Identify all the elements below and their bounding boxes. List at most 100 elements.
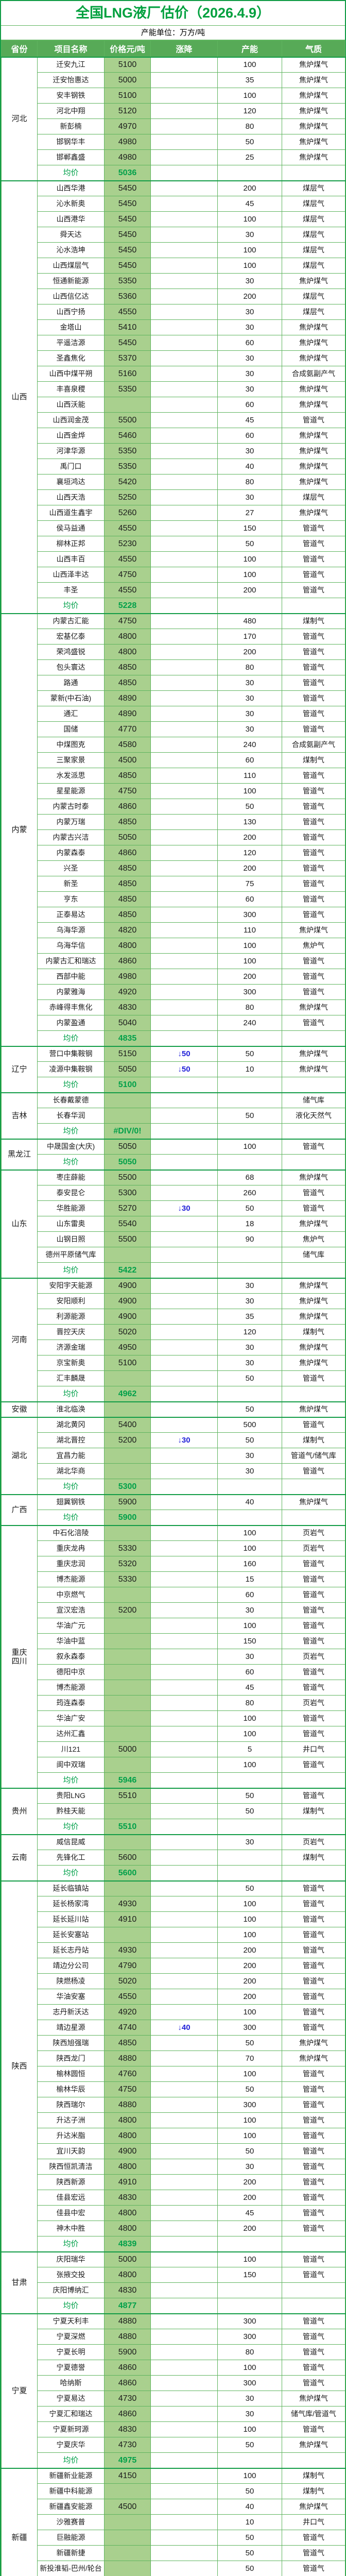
project-name-cell: 山东雷奥 [37, 1216, 105, 1232]
gas-source-cell: 煤制气 [282, 2483, 345, 2499]
gas-source-cell: 合成氨副产气 [282, 366, 345, 382]
project-name-cell: 新疆新业能源 [37, 2467, 105, 2484]
price-cell: 4900 [104, 1293, 151, 1309]
capacity-cell: 30 [217, 1448, 282, 1464]
gas-source-cell: 焦炉煤气 [282, 1355, 345, 1371]
price-cell: 4980 [104, 969, 151, 985]
capacity-cell: 30 [217, 1649, 282, 1665]
project-name-cell: 淮北临涣 [37, 1401, 105, 1417]
price-cell [104, 1108, 151, 1124]
table-row: 襄垣鸿达 5420 80 焦炉煤气 [2, 474, 345, 490]
price-cell: 5900 [104, 1510, 151, 1526]
price-cell: 5000 [104, 2251, 151, 2267]
table-row: 路通 4850 30 管道气 [2, 675, 345, 691]
gas-source-cell: 煤制气 [282, 2467, 345, 2484]
table-row: 延长安塞站 100 管道气 [2, 1927, 345, 1943]
project-name-cell: 德州平原储气库 [37, 1247, 105, 1263]
capacity-cell: 30 [217, 2159, 282, 2175]
change-cell [150, 1896, 218, 1912]
gas-source-cell: 管道气 [282, 1927, 345, 1943]
table-row: 星星能源 4750 100 管道气 [2, 783, 345, 799]
province-cell: 黑龙江 [1, 1138, 38, 1170]
change-cell [150, 134, 218, 150]
gas-source-cell [282, 2236, 345, 2252]
change-cell [150, 350, 218, 366]
change-cell [150, 443, 218, 459]
gas-source-cell: 管道气 [282, 1602, 345, 1618]
capacity-cell: 30 [217, 1293, 282, 1309]
capacity-cell: 80 [217, 2344, 282, 2360]
change-cell [150, 814, 218, 830]
lng-price-table: 省份 项目名称 价格元/吨 涨降 产能 气质 河北 迁安九江 5100 100 焦炉煤气 迁安怡惠达… [1, 40, 345, 2576]
project-name-cell: 迁安怡惠达 [37, 72, 105, 88]
capacity-cell: 30 [217, 690, 282, 706]
gas-source-cell: 管道气 [282, 1463, 345, 1479]
column-header-2: 价格元/吨 [104, 40, 151, 58]
table-row: 宣汉宏浩 5200 30 管道气 [2, 1602, 345, 1618]
capacity-cell: 80 [217, 118, 282, 134]
project-name-cell: 山西港华 [37, 211, 105, 227]
gas-source-cell: 储气库/管道气 [282, 2406, 345, 2422]
change-cell [150, 1448, 218, 1464]
capacity-cell: 120 [217, 845, 282, 861]
price-cell: 5100 [104, 1355, 151, 1371]
price-cell: 4500 [104, 752, 151, 768]
project-name-cell: 圣鑫焦化 [37, 350, 105, 366]
province-cell: 吉林 [1, 1092, 38, 1139]
table-row: 禹门口 5350 40 焦炉煤气 [2, 459, 345, 474]
table-row: 陕燃杨凌 5020 200 管道气 [2, 1973, 345, 1989]
column-header-0: 省份 [1, 40, 38, 58]
change-cell [150, 2391, 218, 2406]
change-cell [150, 876, 218, 892]
change-cell [150, 2329, 218, 2345]
change-cell [150, 1463, 218, 1479]
capacity-cell: 50 [217, 799, 282, 815]
gas-source-cell: 管道气 [282, 2205, 345, 2221]
table-row: 山西沃能 60 焦炉煤气 [2, 397, 345, 413]
table-row: 包头寰达 4850 80 管道气 [2, 659, 345, 675]
price-cell: 4920 [104, 984, 151, 1000]
price-cell: 4830 [104, 2421, 151, 2437]
province-cell: 贵州 [1, 1787, 38, 1835]
avg-row: 均价 5036 [2, 165, 345, 181]
project-name-cell: 达州汇鑫 [37, 1726, 105, 1742]
table-row: 通汇 4890 30 管道气 [2, 706, 345, 722]
capacity-cell: 50 [217, 1432, 282, 1448]
project-name-cell: 蒙新(中石油) [37, 690, 105, 706]
change-cell [150, 1494, 218, 1510]
unit-note: 产能单位：万方/吨 [1, 26, 345, 40]
gas-source-cell: 焦炉煤气 [282, 2437, 345, 2453]
gas-source-cell: 管道气 [282, 1942, 345, 1958]
price-cell: 5120 [104, 103, 151, 119]
price-cell: 4800 [104, 2267, 151, 2283]
price-cell: 4850 [104, 876, 151, 892]
change-cell: ↓40 [150, 2020, 218, 2036]
province-cell: 辽宁 [1, 1045, 38, 1093]
capacity-cell: 27 [217, 505, 282, 521]
change-cell [150, 659, 218, 675]
table-row: 叙永森泰 30 页岩气 [2, 1649, 345, 1665]
project-name-cell: 内蒙古汇能 [37, 613, 105, 629]
project-name-cell: 河北中翔 [37, 103, 105, 119]
capacity-cell [217, 1510, 282, 1526]
price-cell: 4970 [104, 118, 151, 134]
price-cell: 4750 [104, 613, 151, 629]
capacity-cell: 60 [217, 428, 282, 444]
project-name-cell: 禹门口 [37, 459, 105, 474]
change-cell [150, 2452, 218, 2468]
project-name-cell: 华油广安 [37, 1710, 105, 1726]
price-cell: 5300 [104, 1479, 151, 1495]
avg-row: 均价 5600 [2, 1865, 345, 1881]
change-cell [150, 1479, 218, 1495]
change-cell [150, 598, 218, 614]
gas-source-cell: 焦炉煤气 [282, 1045, 345, 1062]
project-name-cell: 山西丰百 [37, 551, 105, 567]
capacity-cell: 50 [217, 2437, 282, 2453]
gas-source-cell: 焦炉煤气 [282, 443, 345, 459]
change-cell [150, 1710, 218, 1726]
price-cell: 5422 [104, 1262, 151, 1278]
change-cell [150, 829, 218, 845]
gas-source-cell: 焦炉气 [282, 1231, 345, 1247]
gas-source-cell: 管道气 [282, 2530, 345, 2546]
capacity-cell [217, 1077, 282, 1093]
